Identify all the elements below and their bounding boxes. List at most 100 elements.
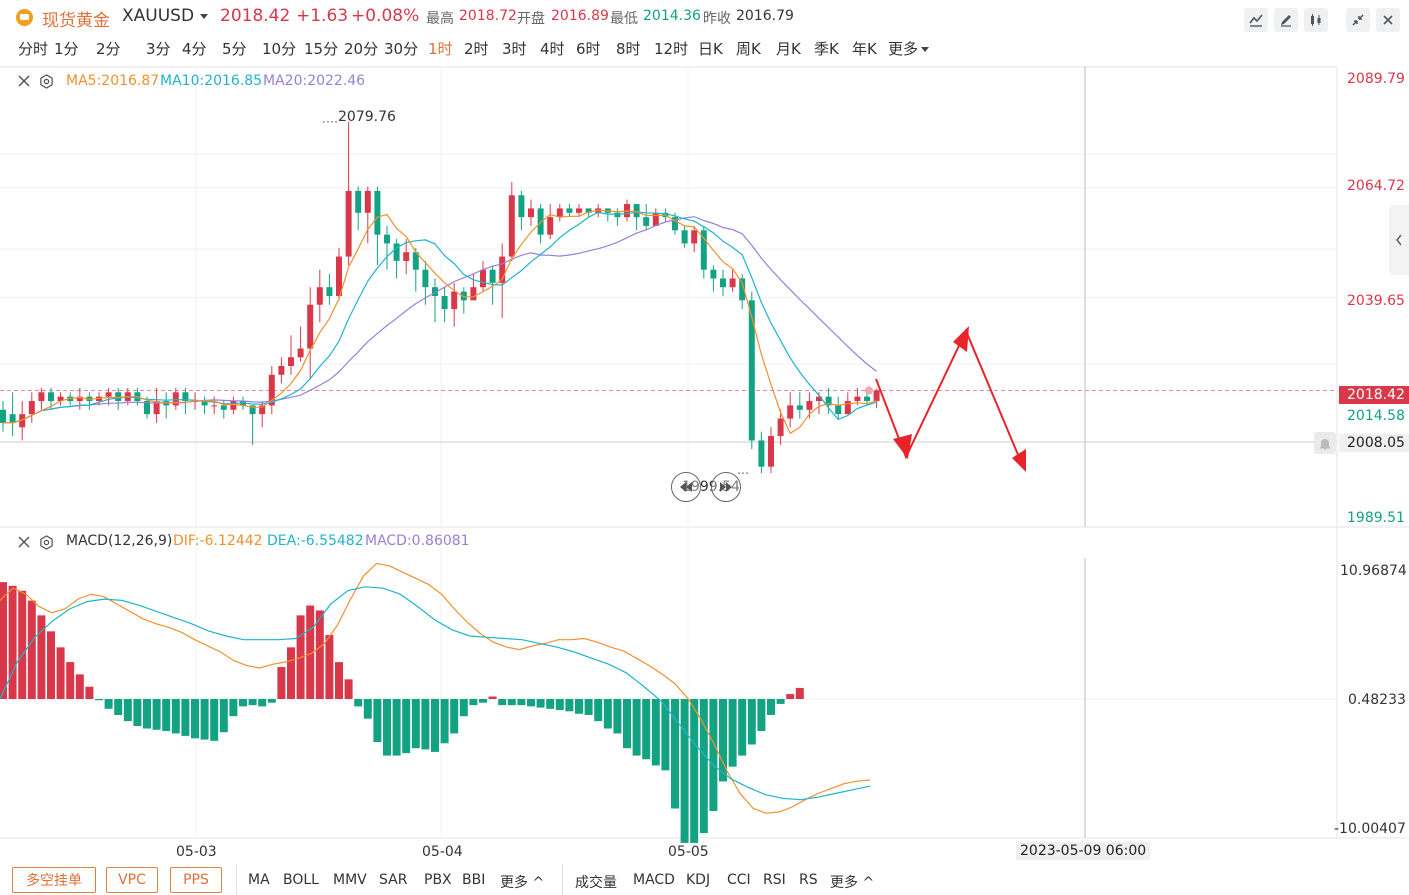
macd-bar — [719, 699, 727, 782]
close-icon[interactable] — [1376, 8, 1400, 32]
candle-body — [422, 269, 429, 288]
main-pane-settings-icon[interactable] — [39, 74, 54, 93]
indicator-tab[interactable]: MACD — [633, 872, 675, 888]
period-tab[interactable]: 4时 — [540, 40, 565, 58]
indicator-tab[interactable]: BOLL — [283, 872, 319, 888]
macd-bar — [306, 605, 315, 700]
more-chevron-down-icon[interactable] — [921, 47, 929, 52]
candle-style-icon[interactable] — [1304, 8, 1328, 32]
macd-bar — [287, 647, 295, 700]
candle-body — [19, 414, 26, 428]
macd-bar — [229, 699, 238, 717]
instrument-symbol[interactable]: XAUUSD — [122, 6, 195, 26]
order-button[interactable]: 多空挂单 — [12, 867, 96, 893]
period-tab[interactable]: 30分 — [384, 40, 419, 58]
rewind-icon[interactable] — [671, 472, 701, 502]
period-tab[interactable]: 20分 — [344, 40, 379, 58]
period-tab[interactable]: 15分 — [304, 40, 339, 58]
macd-bar — [152, 699, 161, 730]
candle-body — [220, 405, 227, 410]
macd-bar — [171, 699, 180, 734]
period-tab[interactable]: 12时 — [654, 40, 689, 58]
indicator-tab[interactable]: 成交量 — [575, 875, 617, 891]
period-tab[interactable]: 更多 — [888, 40, 919, 58]
candle-body — [576, 208, 582, 213]
indicator-tab[interactable]: KDJ — [686, 872, 711, 888]
ma10-label: MA10:2016.85 — [160, 73, 263, 89]
period-tab[interactable]: 月K — [776, 40, 801, 58]
fast-forward-icon[interactable] — [711, 472, 741, 502]
period-tab[interactable]: 周K — [736, 40, 761, 58]
period-tab[interactable]: 日K — [698, 40, 723, 58]
macd-bar — [66, 662, 75, 700]
line-style-icon[interactable] — [1244, 8, 1268, 32]
period-tab[interactable]: 10分 — [262, 40, 297, 58]
indicator-tab[interactable]: RS — [799, 872, 818, 888]
macd-bar — [440, 699, 449, 744]
collapse-icon[interactable] — [1346, 8, 1370, 32]
period-tab[interactable]: 2时 — [464, 40, 489, 58]
candle-body — [249, 405, 256, 415]
period-tab[interactable]: 3时 — [502, 40, 527, 58]
candle-body — [528, 208, 534, 218]
panel-toggle-chevron-left-icon[interactable] — [1389, 205, 1409, 275]
indicator-tab[interactable]: 更多 ^ — [830, 875, 875, 891]
indicator-tab[interactable]: PBX — [424, 872, 452, 888]
main-pane-close-icon[interactable] — [17, 74, 31, 92]
period-tab[interactable]: 8时 — [616, 40, 641, 58]
high-value: 2018.72 — [459, 8, 517, 24]
period-tab[interactable]: 4分 — [182, 40, 207, 58]
candle-body — [403, 252, 410, 261]
macd-bar — [479, 699, 487, 703]
draw-pen-icon[interactable] — [1274, 8, 1298, 32]
indicator-tab[interactable]: SAR — [379, 872, 408, 888]
macd-bar — [335, 662, 343, 700]
ma20-line — [3, 216, 877, 424]
indicator-tab[interactable]: BBI — [462, 872, 486, 888]
period-tab[interactable]: 3分 — [146, 40, 171, 58]
macd-bar — [632, 699, 641, 756]
indicator-tab[interactable]: RSI — [763, 872, 786, 888]
prev-close-label: 昨收 — [703, 11, 731, 27]
macd-bar — [728, 699, 737, 767]
candle-body — [777, 418, 784, 437]
macd-bar — [517, 699, 526, 706]
macd-pane-close-icon[interactable] — [17, 535, 31, 553]
instrument-name[interactable]: 现货黄金 — [42, 11, 110, 31]
candle-body — [672, 217, 678, 231]
period-tab[interactable]: 分时 — [18, 40, 49, 58]
candle-body — [259, 405, 266, 415]
dif-line — [0, 562, 871, 814]
macd-pane-settings-icon[interactable] — [39, 535, 54, 554]
macd-bar — [200, 699, 209, 740]
macd-bar — [325, 635, 334, 700]
current-price-dot — [865, 386, 873, 395]
price-alert-bell-icon[interactable] — [1314, 432, 1336, 454]
period-tab[interactable]: 季K — [814, 40, 839, 58]
candle-body — [720, 278, 726, 288]
period-tab[interactable]: 1分 — [54, 40, 79, 58]
kline-chart[interactable] — [0, 66, 1409, 866]
candle-body — [518, 195, 525, 218]
candle-body — [326, 287, 333, 296]
period-tab[interactable]: 1时 — [428, 40, 453, 58]
indicator-tab[interactable]: 更多 ^ — [500, 875, 545, 891]
period-tab[interactable]: 6时 — [576, 40, 601, 58]
macd-bar — [143, 699, 151, 729]
indicator-tab[interactable]: CCI — [727, 872, 751, 888]
indicator-tab[interactable]: MMV — [333, 872, 367, 888]
candle-body — [652, 212, 659, 226]
candle-body — [489, 269, 496, 283]
macd-bar — [459, 699, 468, 717]
period-tab[interactable]: 5分 — [222, 40, 247, 58]
order-button[interactable]: PPS — [170, 867, 222, 893]
indicator-tab[interactable]: MA — [248, 872, 270, 888]
symbol-dropdown-icon[interactable] — [200, 14, 208, 19]
macd-bar — [488, 696, 497, 700]
order-button[interactable]: VPC — [106, 867, 158, 893]
macd-bar — [123, 699, 132, 722]
period-tab[interactable]: 年K — [852, 40, 877, 58]
crosshair-price-tag: 2008.05 — [1339, 434, 1409, 452]
macd-bar — [258, 699, 267, 707]
period-tab[interactable]: 2分 — [96, 40, 121, 58]
